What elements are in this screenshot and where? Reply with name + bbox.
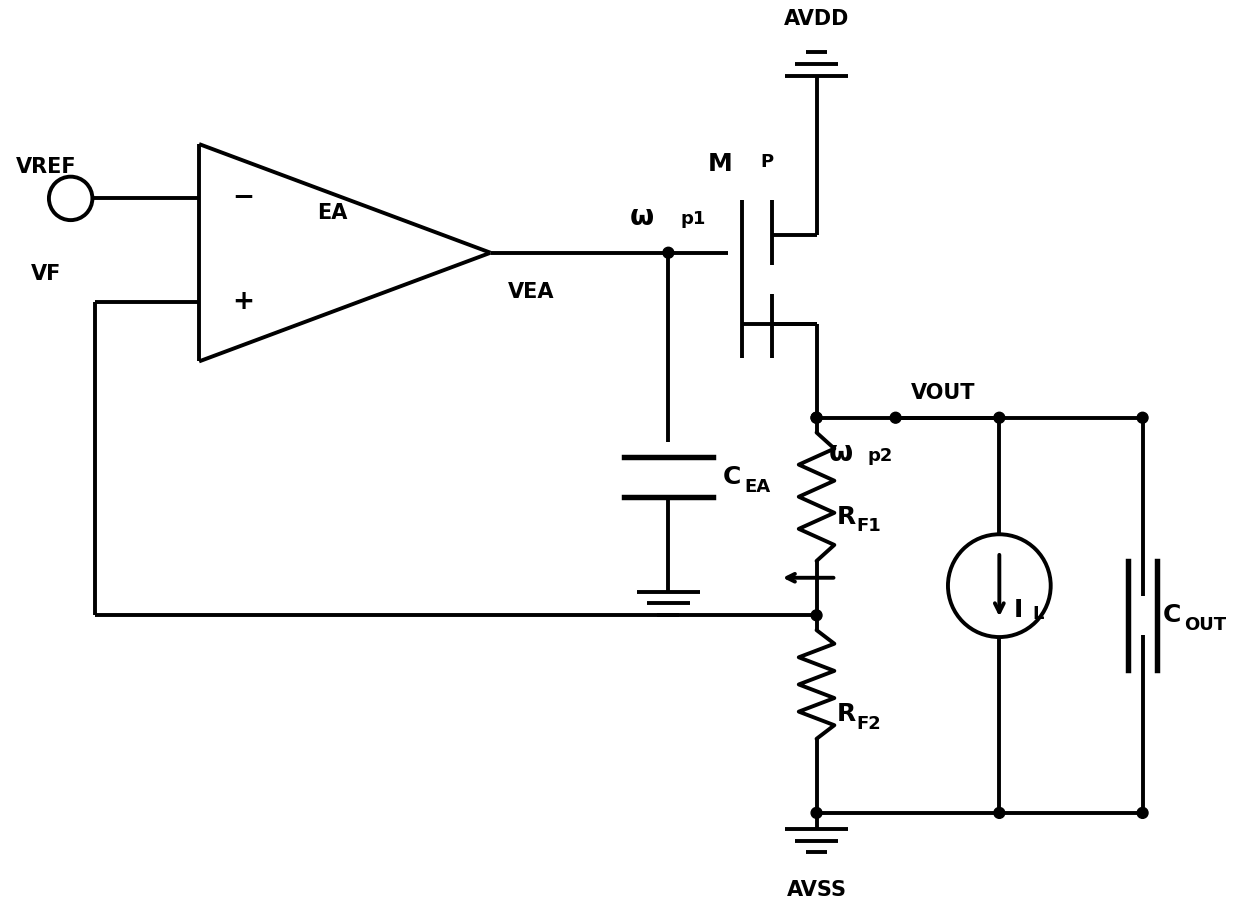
Text: p1: p1	[681, 210, 706, 228]
Text: L: L	[1032, 606, 1043, 623]
Text: AVSS: AVSS	[786, 880, 847, 900]
Text: +: +	[233, 289, 254, 315]
Text: ω: ω	[828, 440, 853, 467]
Text: p2: p2	[868, 447, 893, 465]
Text: VEA: VEA	[508, 282, 554, 302]
Text: VREF: VREF	[16, 157, 77, 177]
Circle shape	[994, 807, 1004, 818]
Text: OUT: OUT	[1184, 616, 1226, 634]
Circle shape	[1137, 413, 1148, 424]
Text: F2: F2	[856, 715, 880, 733]
Circle shape	[811, 807, 822, 818]
Text: ω: ω	[629, 203, 653, 231]
Text: AVDD: AVDD	[784, 9, 849, 29]
Circle shape	[811, 610, 822, 620]
Text: M: M	[708, 151, 733, 176]
Circle shape	[811, 413, 822, 424]
Text: EA: EA	[744, 478, 770, 496]
Text: R: R	[836, 702, 856, 727]
Text: C: C	[1162, 603, 1180, 628]
Circle shape	[994, 413, 1004, 424]
Circle shape	[890, 413, 901, 424]
Text: −: −	[232, 185, 254, 211]
Text: F1: F1	[856, 517, 880, 535]
Text: R: R	[836, 504, 856, 529]
Circle shape	[663, 248, 673, 258]
Text: VF: VF	[31, 264, 62, 285]
Circle shape	[811, 413, 822, 424]
Text: VOUT: VOUT	[910, 383, 975, 403]
Circle shape	[1137, 807, 1148, 818]
Text: C: C	[723, 465, 742, 489]
Text: EA: EA	[317, 203, 347, 223]
Text: P: P	[760, 152, 774, 171]
Text: I: I	[1014, 598, 1023, 621]
